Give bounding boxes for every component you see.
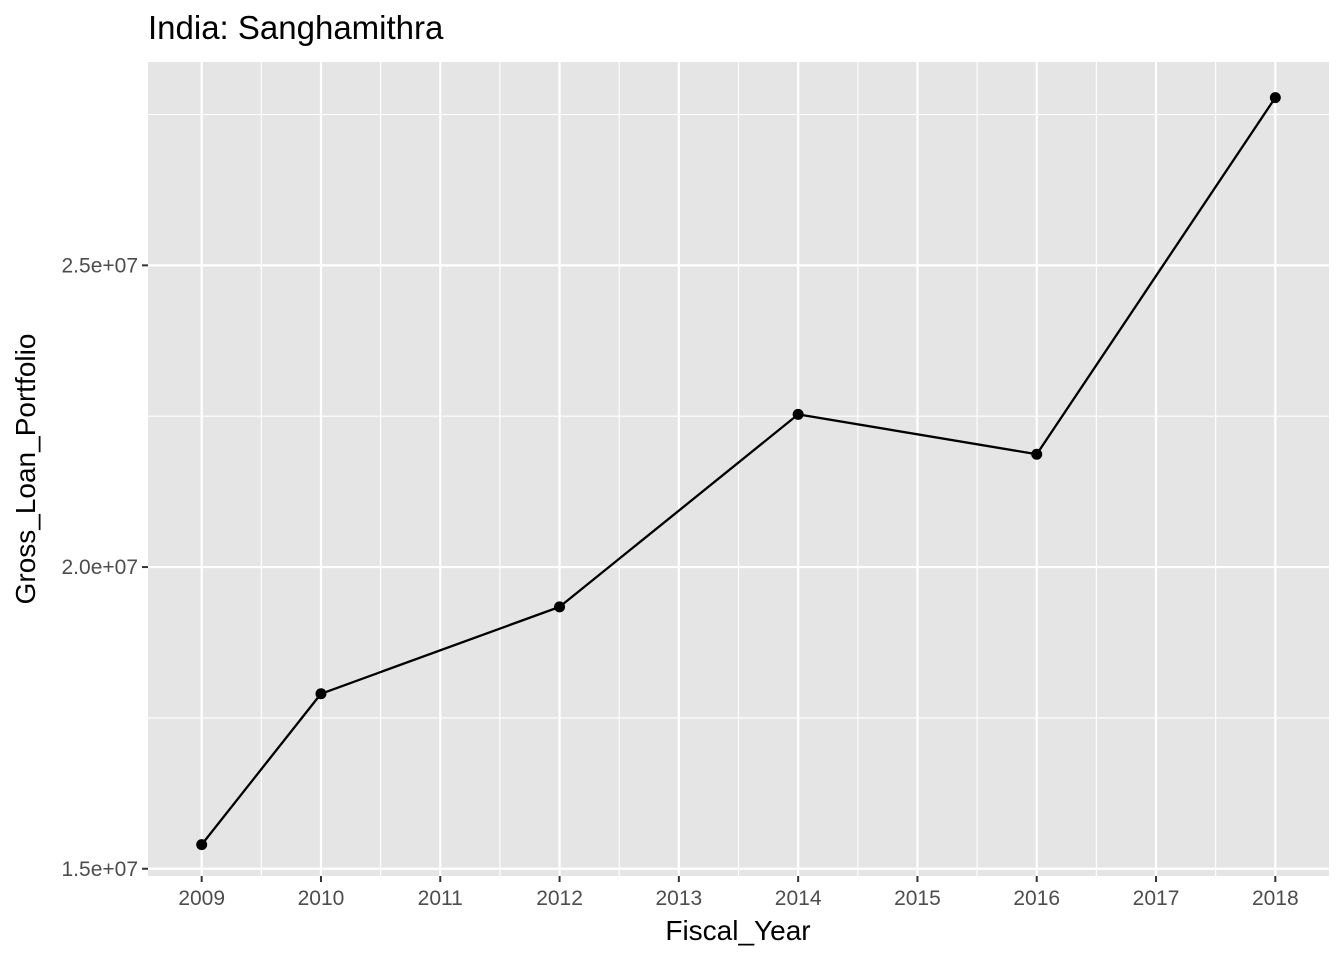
data-point <box>196 839 208 851</box>
data-point <box>792 408 804 420</box>
x-tick-label: 2010 <box>298 887 345 910</box>
series-layer <box>196 92 1281 851</box>
x-tick-label: 2014 <box>775 887 822 910</box>
data-point <box>554 601 566 613</box>
y-tick-label: 1.5e+07 <box>62 858 139 881</box>
x-tick-label: 2013 <box>655 887 702 910</box>
data-point <box>1031 448 1043 460</box>
x-tick-label: 2017 <box>1133 887 1180 910</box>
x-axis: 2009 2010 2011 2012 2013 2014 2015 2016 2017 2018 <box>178 876 1299 910</box>
data-point <box>315 688 327 700</box>
y-axis: 1.5e+07 2.0e+07 2.5e+07 <box>62 254 148 881</box>
grid-minor <box>148 62 1329 876</box>
x-tick-label: 2016 <box>1013 887 1060 910</box>
y-tick-label: 2.0e+07 <box>62 556 139 579</box>
series-line <box>200 96 1277 846</box>
x-tick-label: 2011 <box>418 887 463 910</box>
y-axis-title: Gross_Loan_Portfolio <box>10 334 41 605</box>
x-tick-label: 2009 <box>178 887 225 910</box>
x-tick-label: 2012 <box>536 887 583 910</box>
data-point <box>1269 92 1281 104</box>
grid-major <box>148 62 1329 876</box>
y-tick-label: 2.5e+07 <box>62 254 139 277</box>
x-axis-title: Fiscal_Year <box>665 915 810 946</box>
chart-title: India: Sanghamithra <box>148 9 444 46</box>
x-tick-label: 2015 <box>894 887 941 910</box>
x-tick-label: 2018 <box>1252 887 1299 910</box>
